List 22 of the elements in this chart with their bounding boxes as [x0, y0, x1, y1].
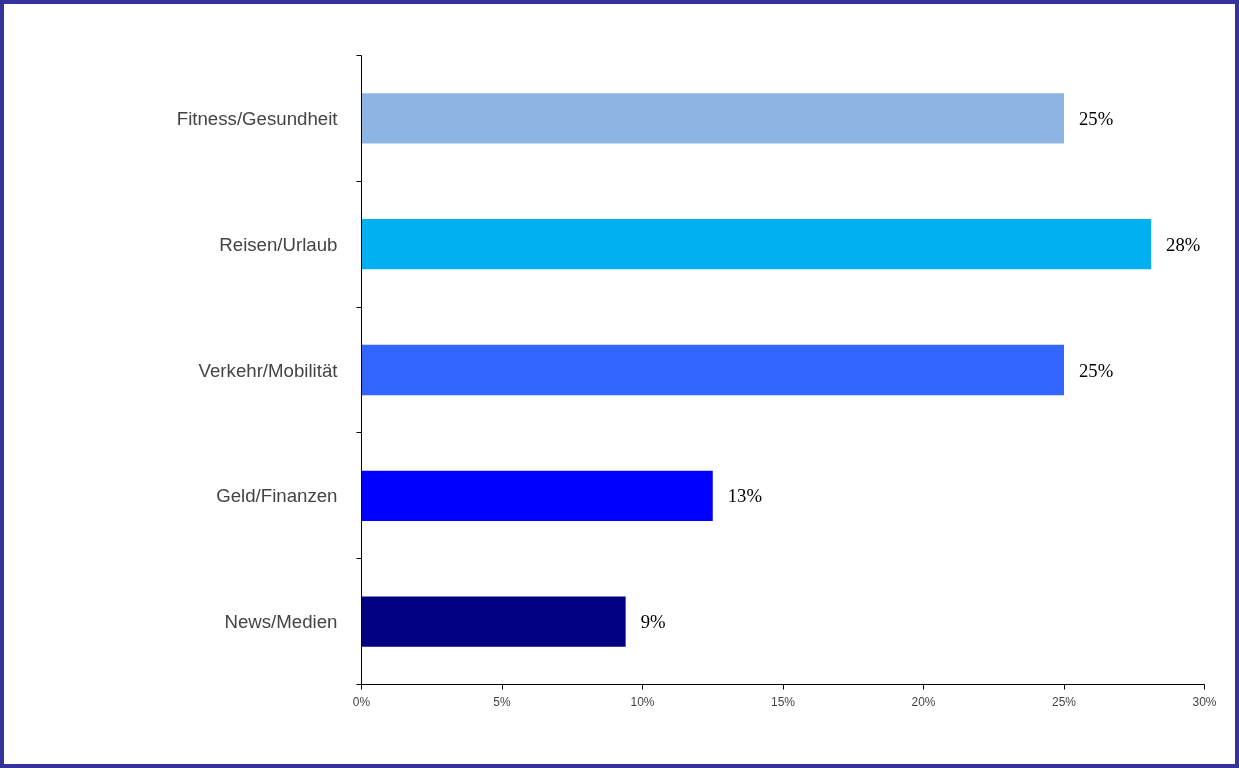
y-tick-label: Verkehr/Mobilität	[198, 359, 339, 381]
data-label: 25%	[1079, 107, 1114, 129]
data-label: 13%	[727, 485, 762, 507]
data-label: 9%	[640, 611, 666, 633]
y-tick-label: Reisen/Urlaub	[219, 233, 338, 255]
x-tick-label: 20%	[911, 694, 936, 709]
y-tick-label: Fitness/Gesundheit	[176, 107, 339, 129]
bar	[361, 219, 1152, 270]
x-tick-label: 30%	[1192, 694, 1217, 709]
x-tick-label: 0%	[352, 694, 371, 709]
bar	[361, 596, 626, 647]
data-label: 28%	[1166, 233, 1201, 255]
y-tick-label: News/Medien	[224, 611, 338, 633]
bar	[361, 93, 1064, 144]
y-tick-label: Geld/Finanzen	[216, 485, 338, 507]
x-tick-label: 25%	[1051, 694, 1077, 709]
x-tick-label: 5%	[493, 694, 511, 709]
bar	[361, 344, 1064, 396]
x-tick-label: 10%	[630, 694, 655, 709]
bar	[361, 470, 713, 521]
data-label: 25%	[1079, 359, 1114, 381]
x-tick-label: 15%	[770, 694, 796, 709]
